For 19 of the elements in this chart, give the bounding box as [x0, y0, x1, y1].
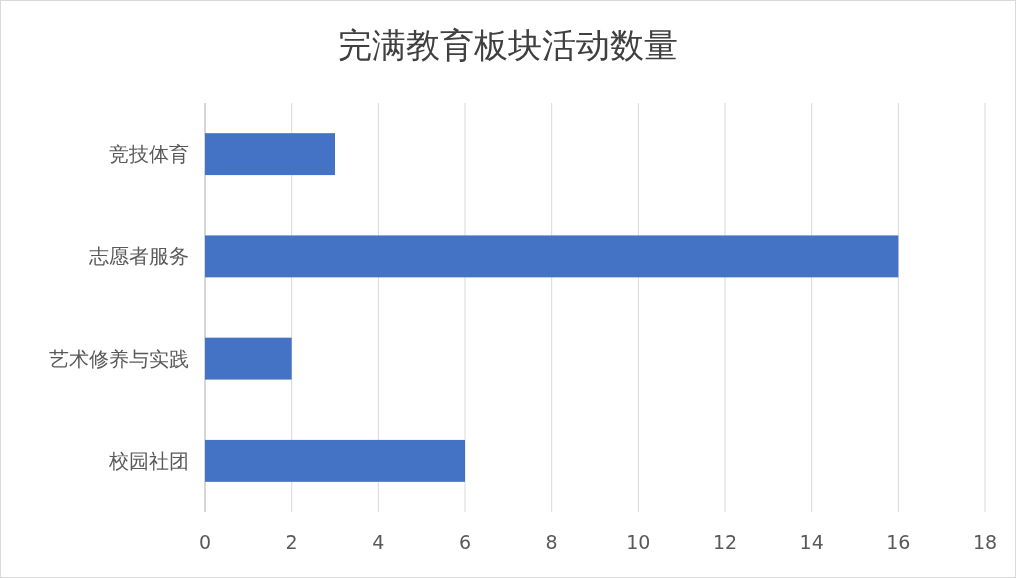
chart-title: 完满教育板块活动数量: [338, 25, 678, 65]
x-tick-label: 0: [198, 531, 212, 553]
x-tick-label: 6: [458, 531, 472, 553]
y-tick-label: 志愿者服务: [89, 244, 189, 269]
x-tick-label: 8: [545, 531, 558, 553]
bar: [205, 439, 465, 482]
x-tick-label: 12: [712, 531, 738, 553]
bar: [205, 235, 899, 278]
x-tick-label: 4: [372, 531, 385, 553]
x-tick-label: 10: [626, 531, 651, 553]
y-tick-label: 艺术修养与实践: [49, 346, 189, 371]
x-tick-label: 18: [972, 531, 998, 553]
bar: [205, 133, 335, 176]
y-tick-label: 校园社团: [108, 448, 189, 473]
x-tick-label: 16: [886, 531, 911, 553]
bar: [205, 337, 292, 380]
y-tick-label: 竞技体育: [109, 142, 189, 167]
x-tick-label: 2: [285, 531, 298, 553]
x-tick-label: 14: [799, 531, 824, 553]
